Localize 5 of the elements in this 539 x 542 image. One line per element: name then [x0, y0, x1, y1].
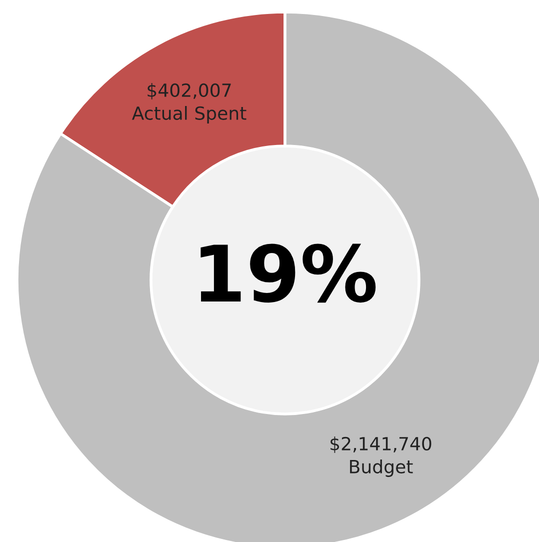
slice-label: Budget	[350, 459, 413, 477]
slice-label: Actual Spent	[132, 106, 246, 124]
data-label: $402,007	[148, 83, 231, 100]
data-label: $2,141,740	[330, 436, 432, 453]
text: 19%	[200, 244, 376, 303]
